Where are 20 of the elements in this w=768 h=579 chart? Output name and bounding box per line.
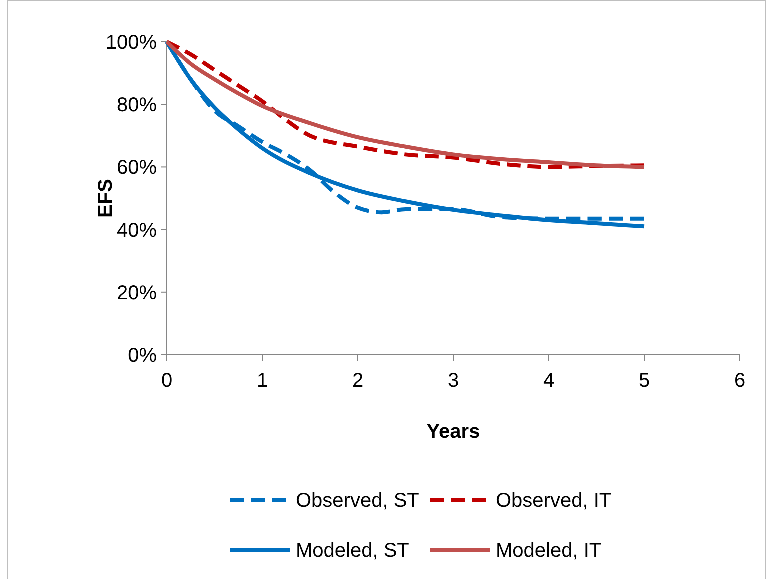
y-tick-label: 100% [106, 32, 158, 54]
x-axis-title: Years [426, 421, 480, 443]
y-tick-label: 0% [128, 345, 158, 367]
line-series [165, 40, 646, 170]
x-tick-label: 5 [638, 370, 650, 392]
y-tick-label: 60% [116, 157, 158, 180]
x-tick-label: 1 [256, 370, 268, 392]
legend-label: Modeled, IT [496, 540, 602, 562]
legend-label: Observed, IT [496, 490, 612, 512]
x-tick-label: 0 [161, 370, 173, 392]
x-tick-label: 6 [734, 370, 746, 392]
x-tick-label: 2 [352, 370, 364, 392]
y-axis-title: EFS [95, 179, 117, 218]
y-tick-label: 40% [116, 220, 158, 242]
legend-label: Modeled, ST [296, 540, 410, 562]
y-tick-label: 80% [116, 94, 158, 117]
legend-label: Observed, ST [296, 490, 420, 512]
x-tick-label: 3 [448, 370, 460, 392]
y-tick-label: 20% [116, 282, 158, 304]
x-tick-label: 4 [543, 370, 555, 392]
